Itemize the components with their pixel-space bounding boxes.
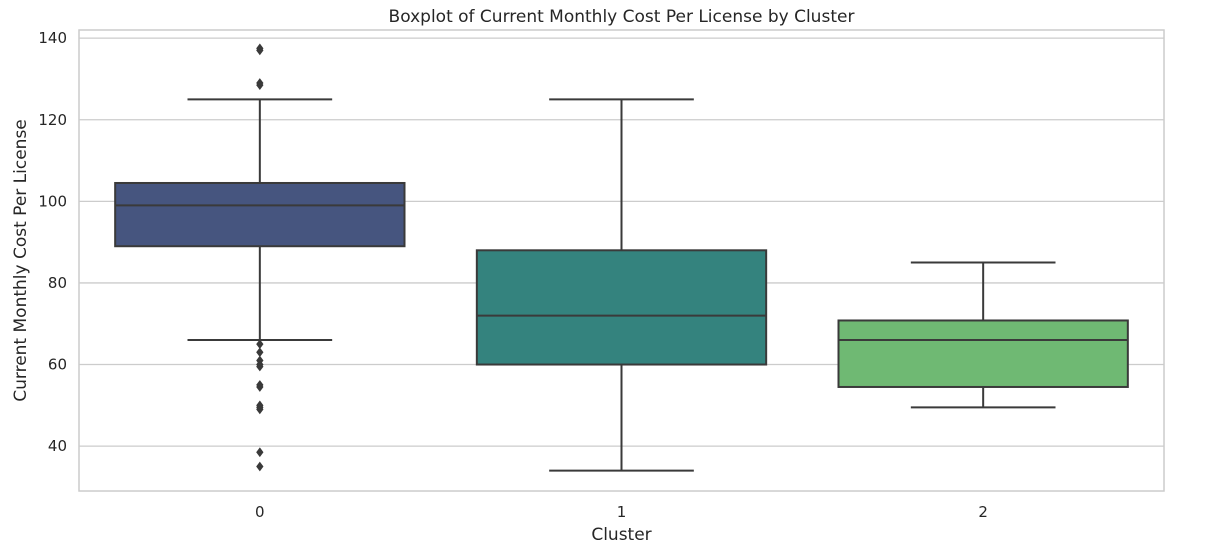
boxes-group [114, 43, 1129, 472]
outlier-point-0-13 [256, 404, 264, 415]
outlier-point-0-14 [256, 447, 264, 458]
chart-title: Boxplot of Current Monthly Cost Per Lice… [389, 7, 855, 27]
outlier-point-0-5 [256, 347, 264, 358]
y-tick-label-60: 60 [48, 356, 67, 374]
outlier-point-0-4 [256, 339, 264, 349]
y-tick-label-100: 100 [38, 192, 67, 210]
y-tick-label-120: 120 [38, 111, 67, 129]
y-tick-labels: 40 60 80 100 120 140 [38, 29, 67, 455]
x-tick-label-0: 0 [255, 503, 265, 521]
plot-frame [78, 29, 1165, 492]
outlier-point-0-10 [256, 382, 264, 392]
box-cluster-0 [114, 43, 406, 472]
box-iqr-1 [475, 249, 768, 366]
outlier-point-0-15 [256, 461, 264, 472]
y-axis-label: Current Monthly Cost Per License [11, 119, 31, 402]
outlier-point-0-1 [256, 45, 264, 56]
outlier-point-0-3 [256, 80, 264, 90]
x-tick-label-2: 2 [978, 503, 988, 521]
y-tick-label-140: 140 [38, 29, 67, 47]
box-cluster-1 [475, 98, 768, 472]
box-iqr-2 [837, 319, 1129, 388]
x-tick-labels: 0 1 2 [255, 503, 988, 521]
x-tick-label-1: 1 [617, 503, 627, 521]
y-tick-label-80: 80 [48, 274, 67, 292]
box-cluster-2 [837, 261, 1129, 409]
outlier-point-0-8 [256, 361, 264, 372]
y-tick-label-40: 40 [48, 437, 67, 455]
box-iqr-0 [114, 181, 406, 248]
x-axis-label: Cluster [591, 525, 651, 545]
